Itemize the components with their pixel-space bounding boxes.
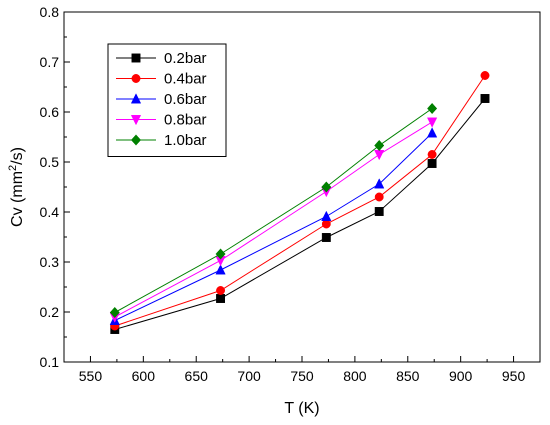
legend-marker: [130, 93, 142, 104]
legend-label: 0.2bar: [164, 50, 207, 67]
data-point: [374, 207, 384, 216]
x-tick-label: 750: [290, 368, 314, 384]
y-axis-title-prefix: Cv (mm: [9, 171, 26, 227]
y-tick-label: 0.8: [40, 4, 60, 20]
data-point: [321, 219, 331, 229]
legend-label: 0.6bar: [164, 91, 207, 108]
x-tick-label: 900: [449, 368, 473, 384]
data-point: [374, 178, 385, 189]
series-line: [114, 132, 433, 321]
data-point: [109, 306, 120, 319]
legend-label: 0.4bar: [164, 71, 207, 88]
data-point: [216, 286, 226, 295]
legend-box: [107, 43, 227, 157]
y-tick-label: 0.6: [40, 104, 60, 120]
data-point: [427, 159, 437, 168]
legend-marker: [130, 134, 142, 146]
y-tick-label: 0.3: [40, 254, 60, 270]
legend-item: 0.4bar: [116, 71, 207, 88]
plot-area: 550 600 650 700 750 800 850 900 950 0.1 0.2 0.3 0.4…: [40, 4, 541, 384]
legend-item: 1.0bar: [116, 132, 207, 149]
y-axis-ticks: 0.1 0.2 0.3 0.4 0.5 0.6 0.7 0.8: [40, 4, 70, 370]
legend-item: 0.2bar: [116, 50, 207, 67]
y-tick-label: 0.1: [40, 354, 60, 370]
data-point: [321, 181, 332, 193]
x-tick-label: 700: [237, 368, 261, 384]
series-line: [114, 98, 486, 330]
series-layer: [109, 71, 490, 334]
data-point: [321, 210, 332, 221]
legend-marker: [130, 115, 142, 126]
y-axis-title-superscript: 2: [7, 165, 19, 171]
x-tick-label: 600: [132, 368, 156, 384]
series-1.0bar: [109, 102, 438, 319]
data-point: [480, 94, 490, 103]
legend-marker: [131, 53, 141, 63]
data-point: [374, 150, 385, 161]
data-point: [216, 294, 226, 303]
x-axis-ticks: 550 600 650 700 750 800 850 900 950: [63, 356, 541, 384]
data-point: [374, 139, 385, 152]
data-point: [427, 102, 438, 115]
data-point: [374, 192, 384, 202]
data-point: [215, 264, 226, 275]
data-point: [480, 71, 490, 80]
data-point: [427, 117, 438, 128]
y-axis-title-suffix: /s): [9, 147, 26, 165]
legend: 0.2bar 0.4bar 0.6bar 0.8bar 1.0bar: [107, 43, 227, 157]
x-tick-label: 550: [79, 368, 103, 384]
data-point: [215, 248, 226, 260]
y-axis-title: Cv (mm2/s): [7, 147, 26, 227]
x-axis-title: T (K): [284, 400, 319, 417]
series-line: [114, 75, 486, 327]
legend-label: 1.0bar: [164, 132, 207, 149]
legend-marker: [131, 74, 141, 83]
y-tick-label: 0.2: [40, 304, 60, 320]
x-tick-label: 950: [502, 368, 526, 384]
x-tick-label: 850: [396, 368, 420, 384]
data-point: [427, 127, 438, 138]
data-point: [321, 233, 331, 242]
legend-item: 0.6bar: [116, 91, 207, 108]
x-tick-label: 650: [185, 368, 209, 384]
series-0.4bar: [110, 71, 490, 331]
y-tick-label: 0.4: [40, 204, 60, 220]
data-point: [427, 150, 437, 159]
legend-label: 0.8bar: [164, 112, 207, 129]
legend-item: 0.8bar: [116, 112, 207, 129]
y-tick-label: 0.7: [40, 54, 60, 70]
x-tick-label: 800: [343, 368, 367, 384]
y-tick-label: 0.5: [40, 154, 60, 170]
